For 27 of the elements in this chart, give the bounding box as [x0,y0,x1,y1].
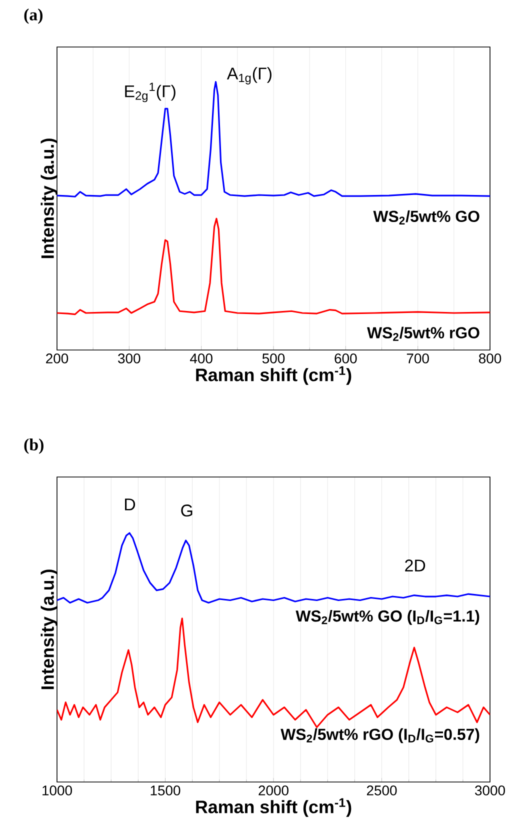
x-tick-label: 600 [334,354,357,364]
chart-title: (a) [24,8,43,24]
x-tick-label: 500 [262,354,285,364]
annotation: A$_{1g}$(Γ) [226,67,272,84]
annotation: 2D [405,560,426,572]
x-tick-label: 1000 [42,786,72,796]
y-axis-title: Intensity (a.u.) [40,138,58,258]
y-axis-title: Intensity (a.u.) [40,570,58,690]
x-tick-label: 2500 [366,786,397,796]
series-label: WS$_{2}$/5wt% GO [373,210,480,224]
x-tick-label: 300 [118,354,140,364]
x-tick-label: 400 [190,354,212,364]
text: D [125,498,136,510]
x-tick-label: 700 [406,354,429,364]
x-axis-title: Raman shift (cm$^{-1}$) [196,366,352,385]
x-tick-label: 3000 [475,786,505,796]
x-tick-label: 800 [478,354,502,364]
text: G [181,504,192,517]
x-tick-label: 200 [46,354,68,364]
series-label: WS$_{2}$/5wt% rGO [367,326,480,341]
annotation: E$_{2g}$$^{1}$(Γ) [125,82,176,102]
x-tick-label: 1500 [150,786,180,796]
x-axis-title: Raman shift (cm$^{-1}$) [196,798,352,817]
chart-title: (b) [24,438,44,454]
series-label: WS$_{2}$/5wt% GO (I$_{D}$/I$_{G}$=1.1) [296,610,480,625]
series-label: WS$_{2}$/5wt% rGO (I$_{D}$/I$_{G}$=0.57) [280,728,480,744]
x-tick-label: 2000 [258,786,288,796]
